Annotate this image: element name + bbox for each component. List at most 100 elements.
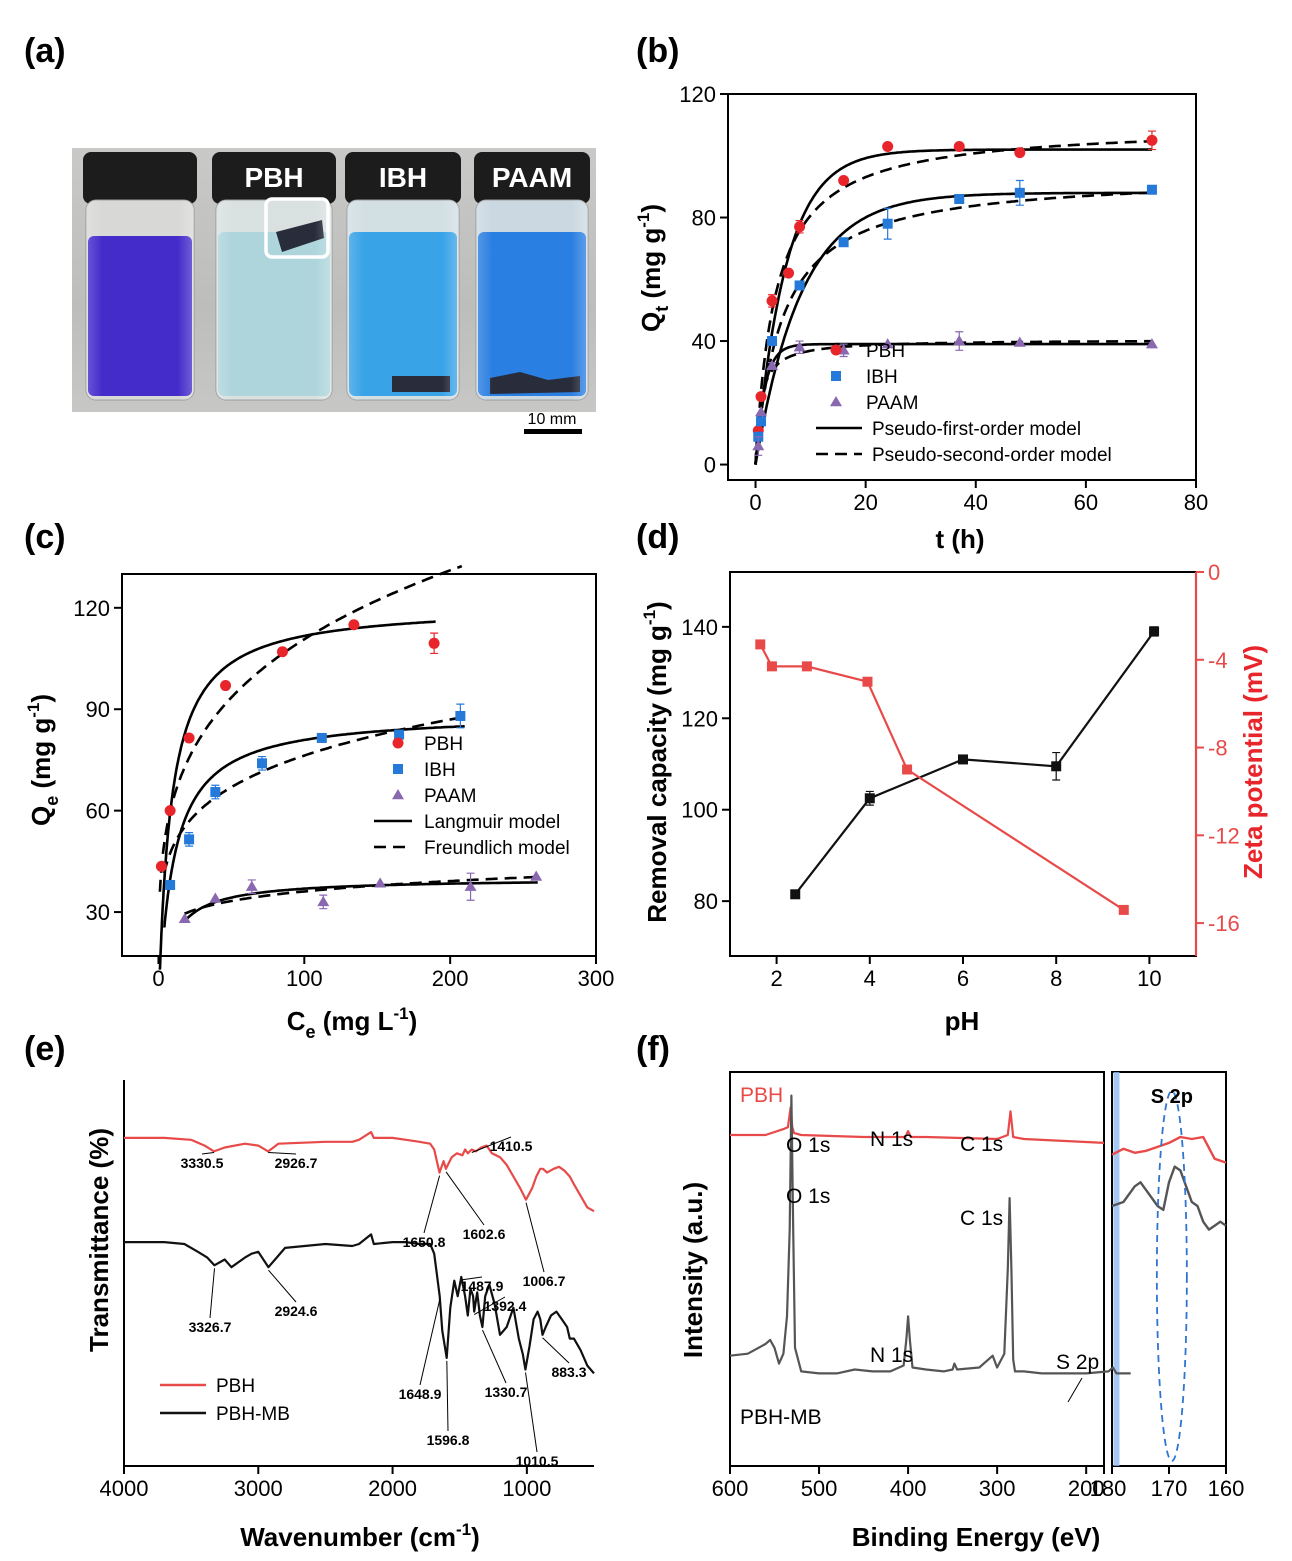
b-point-pbh [783, 267, 795, 279]
c-point-paam [245, 880, 258, 891]
e-legend-label: PBH [216, 1376, 255, 1397]
e-peak-label: 1650.8 [403, 1234, 446, 1250]
c-legend-label: PBH [424, 734, 463, 755]
e-annotation-arrow [268, 1269, 297, 1303]
b-point-pbh [953, 140, 965, 152]
b-ytick-label: 40 [692, 329, 716, 354]
e-peak-label: 1006.7 [523, 1273, 566, 1289]
e-peak-label: 1648.9 [399, 1386, 442, 1402]
b-xlabel: t (h) [935, 524, 984, 554]
c-ylabel-sub: e [42, 796, 62, 806]
c-point-pbh [220, 680, 232, 692]
d-ylabel-left: Removal capacity (mg g-1) [640, 601, 672, 922]
c-ylabel-close: ) [26, 694, 56, 703]
b-ylabel-sup: -1 [634, 213, 653, 228]
f-xtick-label: 400 [890, 1476, 927, 1501]
c-point-ibh [210, 787, 221, 798]
e-xtick-label: 1000 [502, 1476, 551, 1501]
d-point-removal [1051, 761, 1062, 772]
e-annotation-arrow [209, 1268, 216, 1319]
d-ytick-left-label: 120 [681, 706, 718, 731]
f-peak-label: N 1s [870, 1128, 913, 1151]
b-model-curve-pso-ibh [754, 191, 1152, 465]
d-ytick-left-label: 140 [681, 615, 718, 640]
f-s2p-arrow [1067, 1377, 1083, 1403]
e-annotation-arrow [461, 1276, 483, 1281]
f-inset-spectrum-pbh [1111, 1135, 1227, 1164]
b-ytick-label: 120 [679, 82, 716, 107]
c-point-paam [530, 870, 543, 881]
c-ytick-label: 30 [86, 900, 110, 925]
c-point-pbh [428, 637, 440, 649]
d-line-removal [794, 630, 1155, 895]
d-point-removal [958, 754, 968, 765]
b-point-paam [953, 335, 966, 346]
panel-label-e: (e) [24, 1030, 66, 1068]
b-model-curve-pfo-paam [754, 342, 1152, 465]
c-xlabel-main: C [287, 1006, 306, 1036]
chart-d-ph: 2 4 6 8 10 80 100 120 140 0 -4 -8 -12 -16 [681, 560, 1240, 991]
b-point-pbh [838, 174, 850, 186]
b-ylabel: Qt (mg g-1) [634, 204, 672, 332]
c-legend-label: Freundlich model [424, 838, 570, 859]
c-point-pbh [276, 646, 288, 658]
b-ylabel-close: ) [636, 204, 666, 213]
c-model-curve-langmuir-paam [183, 881, 538, 922]
b-legend-label: IBH [866, 367, 898, 388]
d-ylabel-left-close: ) [642, 601, 672, 610]
b-point-ibh [1146, 184, 1157, 195]
b-legend-label: PAAM [866, 393, 918, 414]
f-peak-label: O 1s [786, 1134, 830, 1157]
b-point-paam [752, 440, 765, 451]
d-point-removal [864, 793, 875, 804]
f-inset-title: S 2p [1151, 1086, 1193, 1108]
b-xtick-label: 40 [964, 490, 988, 515]
c-point-ibh [165, 880, 176, 891]
c-ytick-label: 120 [73, 596, 110, 621]
c-point-pbh [348, 619, 360, 631]
d-point-removal [1149, 626, 1160, 637]
e-xlabel: Wavenumber (cm-1) [240, 1520, 480, 1552]
d-point-zeta [766, 661, 777, 672]
f-peak-label: PBH [740, 1084, 783, 1107]
d-xlabel: pH [945, 1006, 980, 1036]
e-peak-label: 1392.4 [484, 1298, 527, 1314]
panel-label-c: (c) [24, 518, 66, 556]
f-peak-label: C 1s [960, 1207, 1003, 1230]
b-point-paam [881, 338, 894, 349]
e-xlabel-close: ) [471, 1522, 480, 1552]
c-point-paam [374, 877, 387, 888]
f-ylabel: Intensity (a.u.) [678, 1182, 708, 1358]
d-ylabel-left-sup: -1 [640, 610, 659, 625]
e-peak-label: 3326.7 [189, 1319, 232, 1335]
d-point-zeta [755, 639, 766, 650]
c-point-ibh [455, 710, 466, 721]
b-model-curve-pfo-ibh [754, 191, 1152, 465]
f-inset-xtick-label: 160 [1208, 1476, 1245, 1501]
f-xtick-label: 200 [1068, 1476, 1105, 1501]
e-annotation-arrow [268, 1151, 297, 1155]
c-model-curve-freundlich-pbh [158, 564, 463, 892]
e-annotation-arrow [525, 1372, 538, 1453]
vial-1 [83, 152, 197, 401]
b-point-ibh [954, 193, 965, 204]
e-annotation-arrow [419, 1299, 441, 1386]
chart-c-isotherm: 0 100 200 300 30 60 90 120 PBH IBH PAAM Langmuir mo… [73, 564, 614, 991]
b-point-ibh [794, 280, 805, 291]
c-model-curve-freundlich-paam [183, 875, 538, 915]
e-peak-label: 3330.5 [181, 1155, 224, 1171]
e-spectrum-pbh [124, 1131, 595, 1213]
c-model-curve-freundlich-ibh [163, 715, 465, 874]
panel-label-f: (f) [636, 1030, 670, 1068]
b-point-ibh [882, 218, 893, 229]
c-xlabel-close: ) [409, 1006, 418, 1036]
b-legend-label: Pseudo-second-order model [872, 445, 1112, 466]
f-spectrum-pbh [730, 1106, 1105, 1144]
c-legend-marker-paam [392, 789, 404, 800]
f-inset-xtick-label: 170 [1151, 1476, 1188, 1501]
c-xtick-label: 100 [286, 966, 323, 991]
vial-3: IBH [345, 152, 461, 401]
c-plot-frame [121, 573, 597, 957]
d-point-removal [790, 889, 801, 900]
scale-bar [524, 429, 582, 434]
